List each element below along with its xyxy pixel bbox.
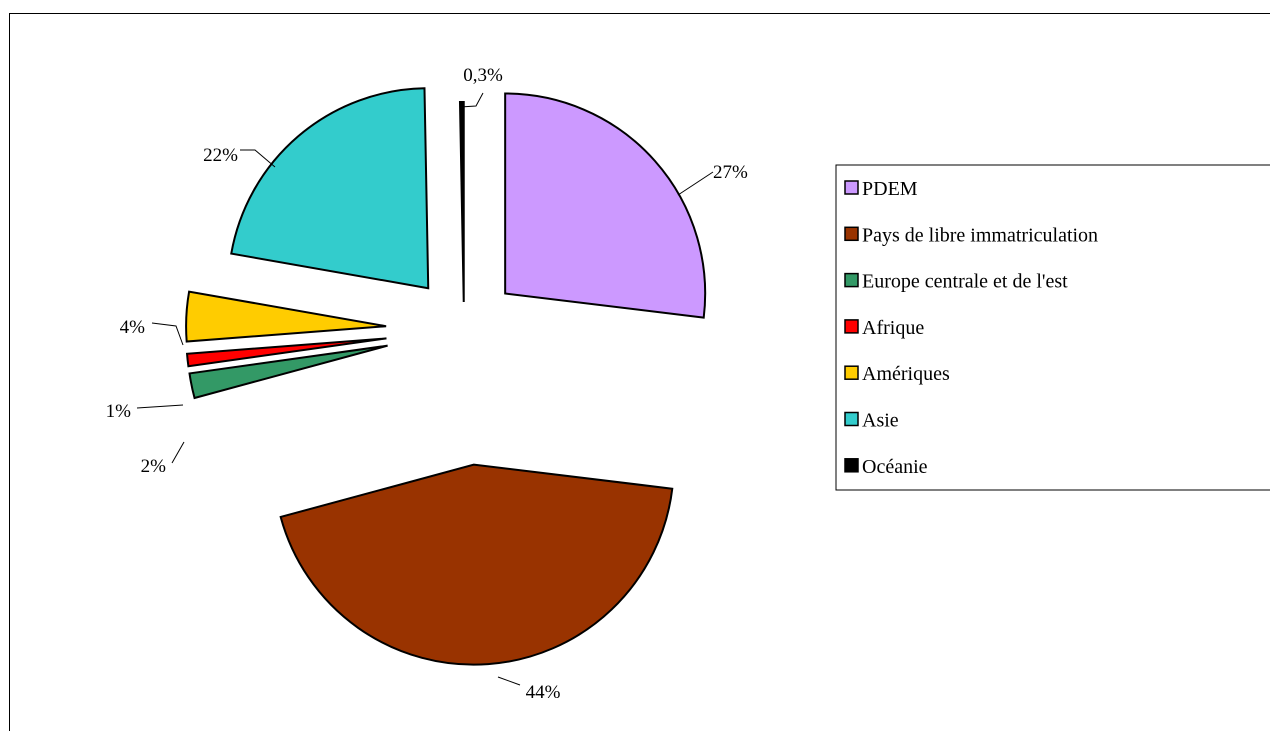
- legend-label: PDEM: [862, 178, 918, 200]
- label-leader-lines: [136, 92, 714, 686]
- legend-label: Océanie: [862, 456, 928, 478]
- data-label: 0,3%: [463, 65, 503, 86]
- data-label: 22%: [203, 145, 238, 166]
- legend-swatch: [844, 272, 859, 288]
- legend-box: [835, 164, 1270, 491]
- leader-line: [151, 322, 184, 346]
- leader-line: [171, 441, 185, 464]
- legend-label: Afrique: [862, 317, 924, 339]
- pie-slice: [230, 87, 430, 290]
- data-label: 27%: [713, 162, 748, 183]
- legend-label: Amériques: [862, 363, 950, 385]
- data-label: 44%: [526, 682, 561, 703]
- data-label: 4%: [120, 317, 146, 338]
- pie-slices: [185, 87, 707, 666]
- data-label: 2%: [141, 456, 167, 477]
- legend-swatch: [844, 411, 859, 427]
- leader-line: [677, 171, 714, 196]
- leader-line: [459, 92, 484, 108]
- legend-swatch: [844, 319, 859, 334]
- legend-swatch: [844, 180, 859, 195]
- legend-swatch: [844, 458, 859, 473]
- pie-slice: [185, 290, 387, 343]
- legend: PDEM Pays de libre immatriculation Europe …: [835, 164, 1270, 491]
- legend-label: Europe centrale et de l'est: [862, 271, 1068, 293]
- pie-slice: [188, 344, 388, 400]
- legend-swatch: [844, 365, 859, 380]
- pie-slice: [279, 463, 674, 666]
- chart-frame: [9, 13, 1270, 731]
- pie-slice: [504, 92, 707, 319]
- leader-line: [136, 404, 184, 409]
- pie-slice: [185, 337, 387, 368]
- leader-line: [240, 149, 276, 168]
- data-label: 1%: [106, 401, 132, 422]
- legend-label: Asie: [862, 410, 899, 432]
- legend-swatch: [844, 226, 859, 242]
- pie-slice: [458, 101, 465, 303]
- legend-label: Pays de libre immatriculation: [862, 224, 1098, 246]
- leader-line: [497, 676, 521, 686]
- data-labels: 27% 44% 2% 1% 4% 22% 0,3%: [106, 65, 748, 703]
